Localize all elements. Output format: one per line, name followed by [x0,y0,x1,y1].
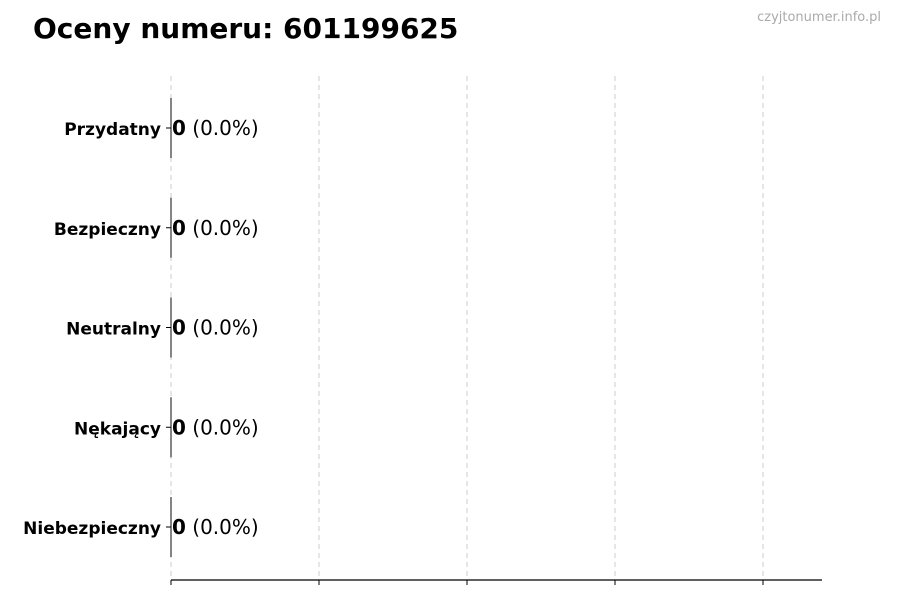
data-label: 0 (0.0%) [172,116,259,140]
data-label: 0 (0.0%) [172,515,259,539]
data-label-percent: (0.0%) [186,515,259,539]
data-label: 0 (0.0%) [172,415,259,439]
y-tick-label: Przydatny [64,120,161,140]
data-label-count: 0 [172,515,186,539]
data-label-percent: (0.0%) [186,316,259,340]
data-label-percent: (0.0%) [186,116,259,140]
data-label: 0 (0.0%) [172,216,259,240]
data-label-count: 0 [172,116,186,140]
y-tick-label: Bezpieczny [54,220,161,240]
y-tick-label: Niebezpieczny [23,519,161,539]
chart-title: Oceny numeru: 601199625 [33,12,459,45]
watermark: czyjtonumer.info.pl [757,10,881,25]
data-label-percent: (0.0%) [186,415,259,439]
y-tick-label: Nękający [74,419,161,439]
data-label-count: 0 [172,216,186,240]
data-label: 0 (0.0%) [172,316,259,340]
data-label-count: 0 [172,316,186,340]
y-tick-label: Neutralny [66,320,161,340]
data-label-percent: (0.0%) [186,216,259,240]
data-label-count: 0 [172,415,186,439]
